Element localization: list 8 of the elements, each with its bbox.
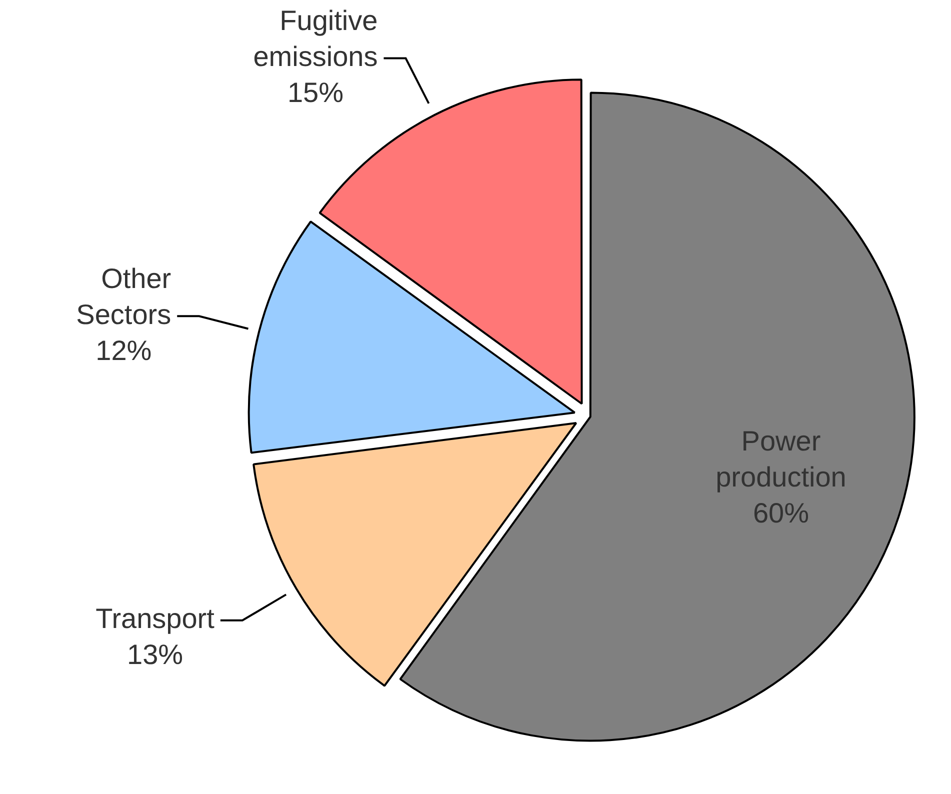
slice-label: Power production bbox=[716, 425, 846, 492]
data-label: 13% bbox=[127, 639, 184, 670]
data-label: 12% bbox=[96, 334, 152, 366]
slice-label: Other Sectors bbox=[76, 262, 172, 330]
slice-label: Transport bbox=[96, 603, 215, 634]
data-label: 60% bbox=[752, 497, 809, 528]
slice-label: Fugitive emissions bbox=[253, 4, 378, 72]
data-label: 15% bbox=[287, 76, 344, 108]
